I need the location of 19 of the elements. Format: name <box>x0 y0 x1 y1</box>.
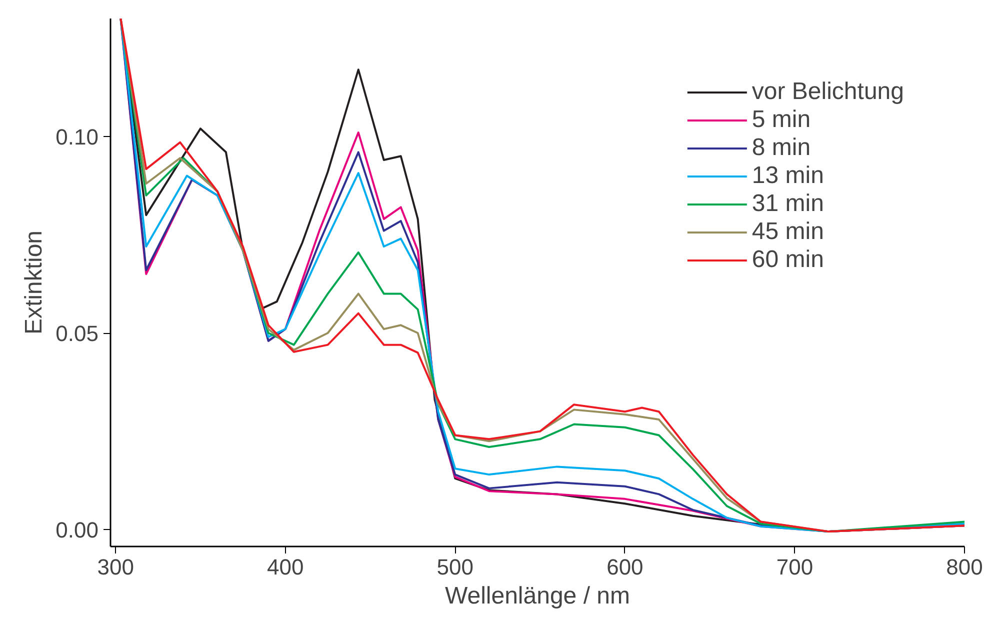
y-axis-title: Extinktion <box>20 230 48 335</box>
x-tick-label: 500 <box>436 554 474 580</box>
line-series <box>120 18 964 533</box>
x-axis-title: Wellenlänge / nm <box>445 582 630 610</box>
legend-label: 45 min <box>752 218 824 246</box>
legend-label: 8 min <box>752 134 811 162</box>
legend-label: vor Belichtung <box>752 78 904 106</box>
y-tick-label: 0.00 <box>56 518 99 543</box>
legend-label: 60 min <box>752 246 824 274</box>
x-tick-label: 700 <box>776 554 814 580</box>
x-tick-label: 400 <box>267 554 304 580</box>
y-tick-label: 0.05 <box>56 321 99 346</box>
legend-label: 31 min <box>752 190 824 218</box>
x-tick-label: 800 <box>946 554 983 580</box>
x-tick-label: 300 <box>97 554 134 580</box>
y-tick-label: 0.10 <box>56 124 99 150</box>
legend-label: 5 min <box>752 106 811 134</box>
legend-label: 13 min <box>752 162 824 190</box>
x-tick-label: 600 <box>606 554 644 580</box>
